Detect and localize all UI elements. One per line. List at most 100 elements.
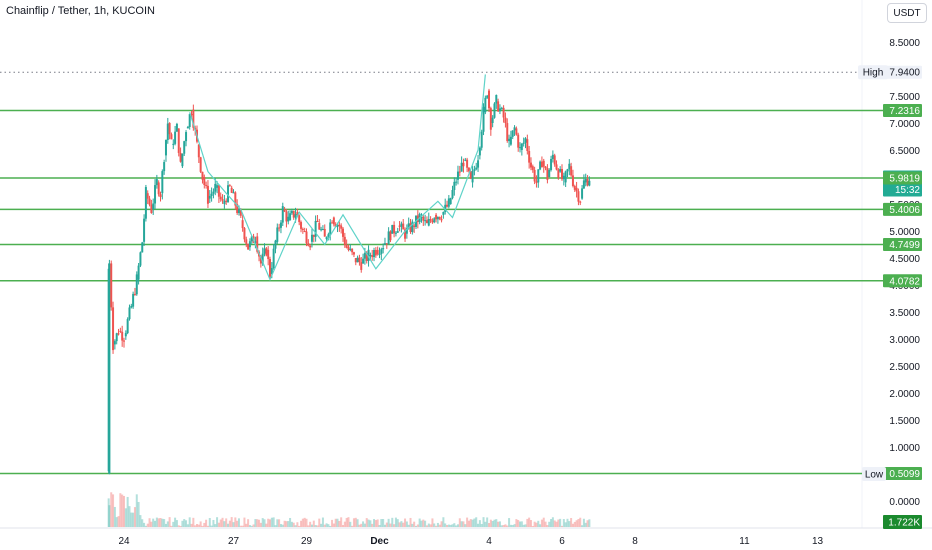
candle-body: [141, 242, 144, 253]
volume-bar: [310, 524, 313, 527]
volume-bar: [254, 519, 257, 527]
volume-bar: [570, 518, 573, 527]
candle-body: [411, 221, 414, 233]
candle-body: [146, 193, 149, 199]
candle-body: [550, 158, 553, 170]
volume-bar: [475, 517, 478, 527]
volume-bar: [201, 525, 204, 527]
candle-body: [451, 190, 454, 199]
volume-bar: [290, 521, 293, 527]
candle-body: [168, 123, 171, 135]
volume-bar: [110, 492, 113, 527]
candle-body: [309, 245, 312, 248]
candle-body: [210, 193, 213, 196]
candle-body: [166, 123, 169, 140]
candle-body: [453, 181, 456, 191]
volume-bar: [471, 519, 474, 527]
level-badge-bg: [883, 466, 922, 480]
candle-body: [154, 185, 157, 204]
volume-bar: [263, 519, 266, 527]
candle-body: [537, 169, 540, 183]
volume-bar: [227, 523, 230, 527]
candle-body: [462, 162, 465, 167]
y-tick-label: 3.0000: [889, 335, 920, 346]
candle-body: [586, 179, 589, 186]
candle-body: [431, 220, 434, 223]
candle-body: [128, 307, 131, 320]
volume-bar: [243, 517, 246, 527]
volume-bar: [320, 523, 323, 527]
candle-body: [447, 198, 450, 207]
volume-bar: [183, 519, 186, 527]
volume-bar: [484, 521, 487, 527]
candle-body: [513, 127, 516, 131]
y-tick-label: 2.5000: [889, 362, 920, 373]
volume-bar: [446, 525, 449, 527]
volume-bar: [482, 517, 485, 527]
volume-bar: [316, 525, 319, 527]
volume-bar: [208, 518, 211, 527]
candle-body: [221, 199, 224, 201]
x-tick-label: 24: [118, 536, 130, 547]
volume-bar: [504, 524, 507, 527]
volume-bar: [387, 518, 390, 527]
volume-bar: [256, 519, 259, 527]
candle-body: [374, 250, 377, 256]
volume-bar: [486, 517, 489, 527]
volume-bar: [203, 522, 206, 527]
level-badge-text: 7.2316: [889, 106, 920, 117]
candle-body: [467, 167, 470, 172]
volume-bar: [121, 494, 124, 527]
candle-body: [124, 333, 127, 337]
volume-bar: [252, 524, 255, 527]
volume-bar: [214, 524, 217, 527]
volume-bar: [334, 518, 337, 527]
candle-body: [117, 333, 120, 335]
candle-body: [143, 218, 146, 242]
level-badge-text: 4.7499: [889, 240, 920, 251]
volume-bar: [466, 517, 469, 527]
volume-bar: [331, 519, 334, 527]
volume-bar: [307, 525, 310, 527]
high-label: High: [863, 68, 884, 79]
volume-bar: [248, 525, 251, 527]
volume-bar: [276, 519, 279, 527]
candle-body: [391, 224, 394, 234]
low-label: Low: [865, 470, 884, 481]
candle-body: [424, 220, 427, 222]
volume-bar: [402, 522, 405, 527]
candle-body: [517, 134, 520, 148]
volume-bar: [422, 519, 425, 527]
currency-button[interactable]: USDT: [887, 3, 927, 23]
candle-body: [427, 219, 430, 226]
volume-bar: [506, 525, 509, 527]
candle-body: [247, 243, 250, 250]
volume-bar: [435, 525, 438, 527]
candle-body: [345, 245, 348, 248]
x-tick-label: 11: [739, 536, 750, 547]
volume-bar: [535, 522, 538, 527]
volume-bar: [216, 517, 219, 527]
candle-body: [269, 259, 271, 278]
candle-body: [442, 211, 445, 215]
candle-body: [588, 180, 591, 186]
candle-body: [183, 141, 186, 154]
candle-body: [508, 138, 511, 142]
volume-bar: [383, 524, 386, 527]
y-tick-label: 7.5000: [889, 92, 920, 103]
candle-body: [524, 138, 527, 143]
candle-body: [179, 152, 182, 162]
volume-badge-text: 1.722K: [888, 518, 920, 529]
candle-body: [336, 224, 339, 227]
candle-body: [164, 139, 167, 156]
volume-bar: [489, 519, 492, 527]
candle-body: [542, 160, 545, 167]
candle-body: [248, 241, 251, 248]
candle-body: [327, 234, 330, 238]
volume-bar: [194, 525, 197, 527]
volume-bar: [555, 521, 558, 527]
volume-bar: [495, 519, 498, 527]
candle-body: [566, 169, 569, 172]
volume-bar: [163, 519, 166, 527]
